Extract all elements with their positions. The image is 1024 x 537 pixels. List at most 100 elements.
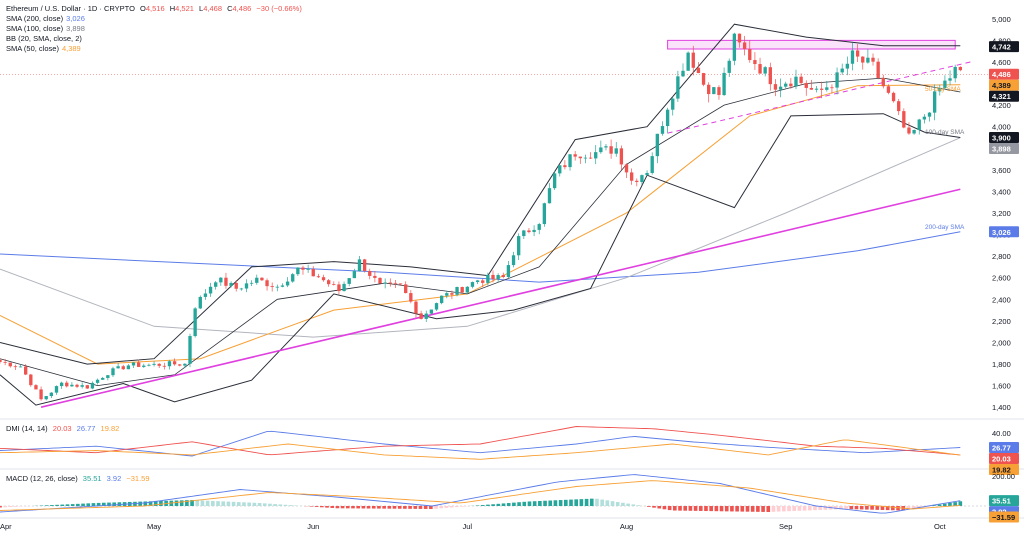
candle-body (609, 146, 613, 154)
macd-bar (953, 502, 957, 506)
candle-body (29, 374, 33, 386)
legend-sma50[interactable]: SMA (50, close) 4,389 (6, 44, 81, 54)
candle-body (414, 301, 418, 314)
candle-body (527, 230, 531, 233)
candle-body (481, 280, 485, 283)
macd-bar (211, 500, 215, 506)
candle-body (321, 277, 326, 281)
candle-body (707, 84, 711, 95)
candle-body (753, 60, 757, 65)
candle-body (183, 363, 187, 366)
macd-line (0, 474, 961, 514)
candle-body (624, 164, 629, 173)
candle-body (758, 64, 762, 74)
candle-body (871, 57, 875, 62)
candle-body (599, 147, 603, 153)
macd-bar (839, 506, 843, 510)
x-tick-label: May (147, 522, 161, 531)
macd-bar (906, 506, 911, 510)
open-label: O (140, 4, 146, 13)
price-badge-bg (989, 90, 1019, 102)
macd-label: MACD (12, 26, close) (6, 474, 78, 483)
macd-bar (543, 500, 547, 506)
candle-body (419, 313, 423, 319)
dmi-minus-line (0, 426, 961, 456)
candle-body (0, 359, 2, 362)
candle-body (460, 287, 464, 293)
candle-body (291, 274, 295, 282)
price-badge-text: 3,900 (992, 133, 1011, 142)
macd-bar (626, 503, 630, 506)
candle-body (280, 285, 285, 287)
candle-body (948, 78, 952, 81)
y-tick-label: 1,400 (992, 403, 1011, 412)
price-badge-bg (989, 79, 1019, 91)
legend-macd[interactable]: MACD (12, 26, close) 35.51 3.92 −31.59 (6, 474, 150, 484)
candle-body (573, 154, 577, 157)
macd-bar (704, 506, 708, 512)
macd-bar (745, 506, 750, 512)
y-tick-label: 4,200 (992, 101, 1011, 110)
candle-body (368, 270, 372, 276)
sma200-line (0, 231, 961, 283)
candle-body (131, 362, 136, 366)
macd-bar (849, 506, 854, 510)
candle-body (34, 385, 38, 390)
candle-body (640, 175, 644, 183)
macd-bar (200, 500, 205, 506)
macd-bar (18, 506, 23, 507)
candle-body (563, 165, 567, 168)
macd-bar (86, 503, 91, 506)
dmi-badge-text: 19.82 (992, 466, 1011, 475)
candle-body (891, 92, 896, 102)
candle-body (855, 50, 860, 57)
macd-badge-text: 35.51 (992, 497, 1011, 506)
macd-bar (714, 506, 719, 512)
macd-bar (662, 506, 667, 510)
macd-bar (563, 499, 568, 506)
macd-bar (916, 506, 921, 508)
candle-body (717, 87, 721, 95)
macd-bar (807, 506, 812, 511)
adx-line (0, 439, 961, 460)
macd-bar (44, 505, 49, 506)
candle-body (819, 88, 824, 90)
legend-bb[interactable]: BB (20, SMA, close, 2) (6, 34, 82, 44)
candle-body (773, 84, 778, 90)
macd-bar (647, 506, 651, 507)
price-badge: 4,321 (989, 90, 1019, 102)
candle-body (342, 283, 346, 292)
macd-bar (205, 500, 210, 506)
legend-sma200[interactable]: SMA (200, close) 3,026 (6, 14, 85, 24)
macd-bar (429, 506, 433, 509)
dmi-badge-bg (989, 453, 1019, 465)
macd-bar (408, 506, 412, 509)
price-badge: 3,898 (989, 142, 1019, 154)
candle-body (594, 152, 598, 159)
macd-bar (81, 503, 85, 506)
macd-bar (371, 506, 376, 509)
candle-body (676, 76, 680, 99)
candle-body (809, 87, 814, 90)
candle-body (486, 274, 490, 283)
legend-sma100[interactable]: SMA (100, close) 3,898 (6, 24, 85, 34)
macd-bar (449, 506, 454, 508)
macd-bar (50, 505, 54, 506)
macd-bar (153, 501, 158, 506)
y-tick-label: 4,800 (992, 36, 1011, 45)
candle-body (655, 133, 660, 157)
dmi-badge-text: 26.77 (992, 444, 1011, 453)
macd-bar (538, 500, 542, 506)
candle-body (727, 60, 731, 73)
candle-body (522, 230, 526, 237)
candle-body (337, 284, 341, 292)
macd-bar (361, 506, 366, 509)
y-tick-label: 4,000 (992, 123, 1011, 132)
candle-body (121, 366, 125, 370)
candle-body (650, 156, 654, 173)
candle-body (897, 101, 901, 112)
legend-dmi[interactable]: DMI (14, 14) 20.03 26.77 19.82 (6, 424, 119, 434)
macd-bar (605, 500, 610, 506)
candle-body (558, 165, 562, 174)
